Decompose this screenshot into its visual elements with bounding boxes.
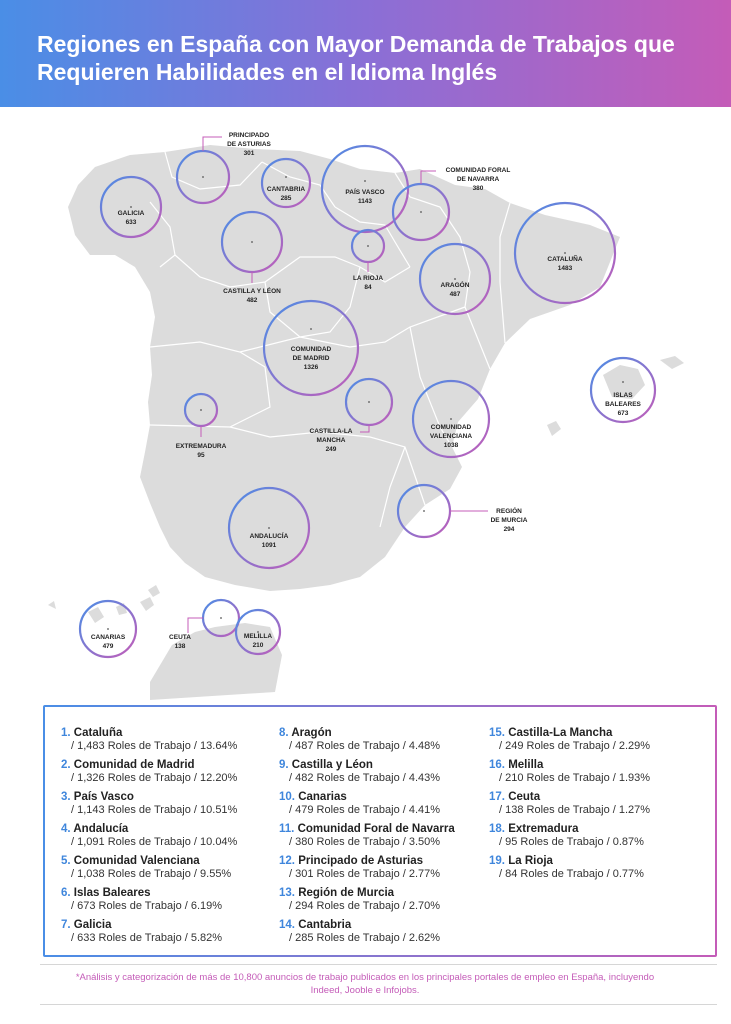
ranking-item: 8. Aragón/ 487 Roles de Trabajo / 4.48% xyxy=(279,727,441,752)
bubble-valenciana xyxy=(411,379,491,459)
bubble-madrid xyxy=(262,299,360,397)
ranking-item: 6. Islas Baleares/ 673 Roles de Trabajo … xyxy=(61,887,223,912)
ranking-item: 2. Comunidad de Madrid/ 1,326 Roles de T… xyxy=(61,759,238,784)
mallorca-landmass xyxy=(603,365,645,399)
label-navarra: COMUNIDAD FORAL DE NAVARRA 380 xyxy=(446,167,511,192)
label-pais-vasco: PAÍS VASCO 1143 xyxy=(345,187,384,205)
ibiza-landmass xyxy=(547,421,561,436)
ranking-item: 14. Cantabria/ 285 Roles de Trabajo / 2.… xyxy=(279,919,441,944)
menorca-landmass xyxy=(660,356,684,369)
ranking-item: 3. País Vasco/ 1,143 Roles de Trabajo / … xyxy=(61,791,238,816)
ranking-item: 15. Castilla-La Mancha/ 249 Roles de Tra… xyxy=(489,727,651,752)
label-galicia: GALICIA 633 xyxy=(118,210,145,226)
bubble-galicia xyxy=(99,175,163,239)
spain-map: GALICIA 633 PRINCIPADO DE ASTURIAS 301 CANT… xyxy=(48,132,684,700)
label-aragon: ARAGÓN 487 xyxy=(441,280,470,298)
header-banner: Regiones en España con Mayor Demanda de … xyxy=(0,0,731,107)
leader-lines xyxy=(187,136,488,633)
label-cataluna: CATALUÑA 1483 xyxy=(547,254,582,272)
ranking-item: 1. Cataluña/ 1,483 Roles de Trabajo / 13… xyxy=(61,727,238,752)
bubble-melilla xyxy=(234,608,282,656)
ranking-item: 12. Principado de Asturias/ 301 Roles de… xyxy=(279,855,441,880)
ranking-item: 9. Castilla y Léon/ 482 Roles de Trabajo… xyxy=(279,759,441,784)
ranking-column-3: 15. Castilla-La Mancha/ 249 Roles de Tra… xyxy=(489,727,650,887)
region-borders xyxy=(149,151,511,528)
bubble-andalucia xyxy=(227,486,311,570)
bubble-cataluna xyxy=(513,201,617,305)
label-cantabria: CANTABRIA 285 xyxy=(267,186,305,202)
label-andalucia: ANDALUCÍA 1091 xyxy=(250,531,289,549)
label-canarias: CANARIAS 479 xyxy=(91,634,126,650)
bubble-aragon xyxy=(418,242,492,316)
ranking-item: 16. Melilla/ 210 Roles de Trabajo / 1.93… xyxy=(489,759,651,784)
page-title: Regiones en España con Mayor Demanda de … xyxy=(37,31,675,85)
footnote-divider-bottom xyxy=(40,1004,717,1005)
ranking-item: 7. Galicia/ 633 Roles de Trabajo / 5.82% xyxy=(61,919,223,944)
bubble-baleares xyxy=(589,356,657,424)
ranking-item: 5. Comunidad Valenciana/ 1,038 Roles de … xyxy=(61,855,232,880)
label-la-rioja: LA RIOJA 84 xyxy=(353,275,383,291)
ranking-legend: 1. Cataluña/ 1,483 Roles de Trabajo / 13… xyxy=(43,705,717,957)
footnote-divider-top xyxy=(40,964,717,965)
ranking-item: 11. Comunidad Foral de Navarra/ 380 Role… xyxy=(279,823,455,848)
ranking-item: 13. Región de Murcia/ 294 Roles de Traba… xyxy=(279,887,441,912)
ranking-column-1: 1. Cataluña/ 1,483 Roles de Trabajo / 13… xyxy=(61,727,237,951)
bubble-cantabria xyxy=(260,157,312,209)
footnote: *Análisis y categorización de más de 10,… xyxy=(75,972,655,996)
bubble-pais-vasco xyxy=(320,144,410,234)
ranking-item: 10. Canarias/ 479 Roles de Trabajo / 4.4… xyxy=(279,791,441,816)
region-labels: GALICIA 633 PRINCIPADO DE ASTURIAS 301 CANT… xyxy=(91,132,642,650)
label-madrid: COMUNIDAD DE MADRID 1326 xyxy=(291,346,332,371)
bubble-canarias xyxy=(78,599,138,659)
label-castilla-leon: CASTILLA Y LÉON 482 xyxy=(223,286,281,304)
label-castilla-la-mancha: CASTILLA-LA MANCHA 249 xyxy=(310,428,353,453)
ranking-column-2: 8. Aragón/ 487 Roles de Trabajo / 4.48% … xyxy=(279,727,455,951)
label-ceuta: CEUTA 138 xyxy=(169,634,191,650)
label-asturias: PRINCIPADO DE ASTURIAS 301 xyxy=(227,132,271,157)
label-baleares: ISLAS BALEARES 673 xyxy=(605,392,641,417)
north-africa-landmass xyxy=(150,623,282,700)
label-valenciana: COMUNIDAD VALENCIANA 1038 xyxy=(430,424,472,449)
center-dots xyxy=(107,176,624,633)
label-murcia: REGIÓN DE MURCIA 294 xyxy=(491,506,528,533)
ranking-item: 19. La Rioja/ 84 Roles de Trabajo / 0.77… xyxy=(489,855,644,880)
label-extremadura: EXTREMADURA 95 xyxy=(176,443,227,459)
bubble-layer xyxy=(78,144,657,659)
canary-islands-landmass xyxy=(48,585,160,623)
ranking-item: 18. Extremadura/ 95 Roles de Trabajo / 0… xyxy=(489,823,644,848)
ranking-item: 4. Andalucía/ 1,091 Roles de Trabajo / 1… xyxy=(61,823,238,848)
ranking-item: 17. Ceuta/ 138 Roles de Trabajo / 1.27% xyxy=(489,791,651,816)
label-melilla: MELILLA 210 xyxy=(244,633,272,649)
